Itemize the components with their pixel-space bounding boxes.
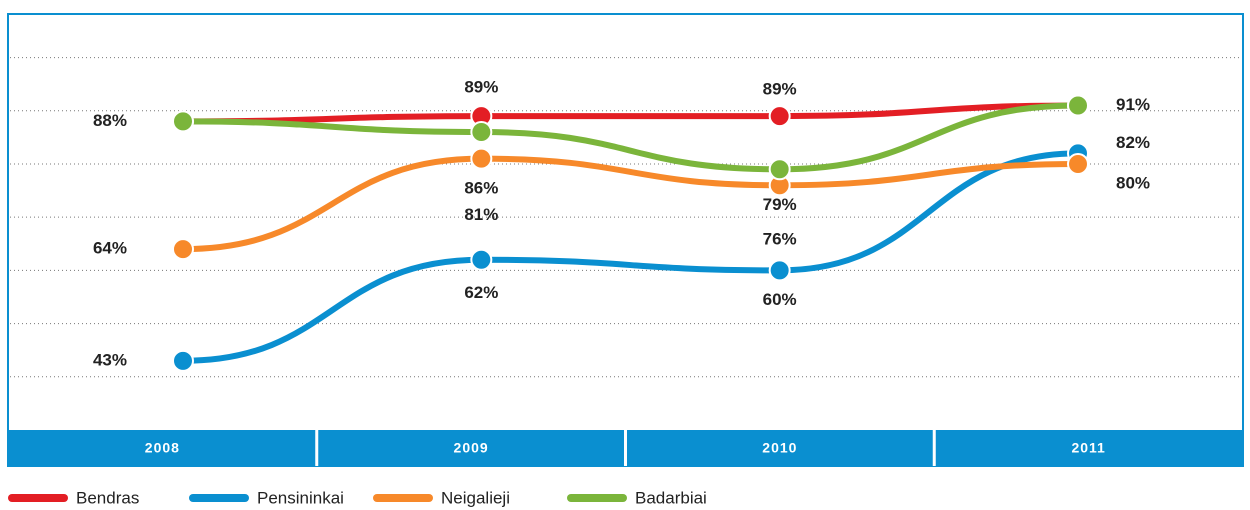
legend-label: Badarbiai [635,488,707,507]
value-label: 88% [93,111,127,130]
series-line [180,150,1081,364]
point [172,238,194,261]
x-tick-label: 2010 [762,440,797,456]
value-label: 81% [464,205,498,224]
value-label: 89% [464,78,498,97]
value-label: 79% [763,195,797,214]
value-label: 91% [1116,95,1150,114]
value-label: 76% [763,230,797,249]
value-label: 86% [464,179,498,198]
point [470,248,493,271]
point [768,259,791,282]
x-tick-label: 2008 [145,440,180,456]
legend-label: Pensininkai [257,488,344,507]
x-tick-label: 2009 [454,440,489,456]
legend-label: Neigalieji [441,488,510,507]
value-label: 89% [763,80,797,99]
point [768,158,791,181]
point [1067,152,1089,175]
legend-label: Bendras [76,488,139,507]
series-line [180,155,1081,253]
value-label: 62% [464,283,498,302]
value-label: 43% [93,350,127,369]
value-label: 64% [93,239,127,258]
value-label: 82% [1116,133,1150,152]
frame [7,13,1244,467]
point [172,110,194,133]
point [172,349,194,372]
point [470,147,493,170]
series-line [180,102,1081,173]
x-tick-label: 2011 [1071,440,1105,456]
series-line [180,102,1081,125]
value-label: 80% [1116,173,1150,192]
point [768,105,791,128]
point [1067,94,1089,117]
point [470,121,493,144]
value-label: 60% [763,290,797,309]
